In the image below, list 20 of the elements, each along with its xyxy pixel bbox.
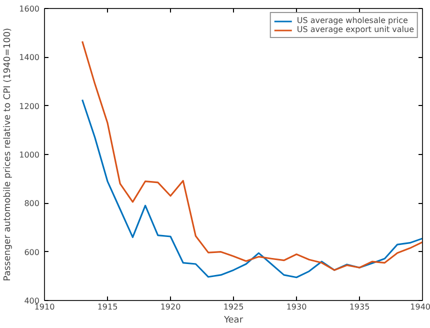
x-tick-label: 1930 [286,302,307,312]
y-tick-label: 1400 [19,53,40,62]
y-tick-label: 1000 [19,150,40,160]
x-axis-title: Year [222,316,244,326]
line-series [82,40,422,271]
x-tick-label: 1910 [34,302,55,312]
x-tick-label: 1925 [223,302,244,312]
x-tick-label: 1940 [410,302,430,312]
y-tick-label: 600 [24,248,40,257]
x-tick-label: 1935 [349,302,370,312]
y-tick-label: 400 [24,296,40,306]
x-tick-label: 1920 [160,302,181,312]
y-tick-label: 1600 [19,4,40,14]
line-series [82,98,422,278]
y-tick-label: 800 [24,199,40,208]
y-tick-label: 1200 [19,102,40,111]
y-axis-title: Passenger automobile prices relative to CPI (1940=100) [3,28,14,282]
legend-label: US average export unit value [296,25,414,34]
x-tick-label: 1915 [97,302,118,312]
legend-label: US average wholesale price [296,16,408,25]
